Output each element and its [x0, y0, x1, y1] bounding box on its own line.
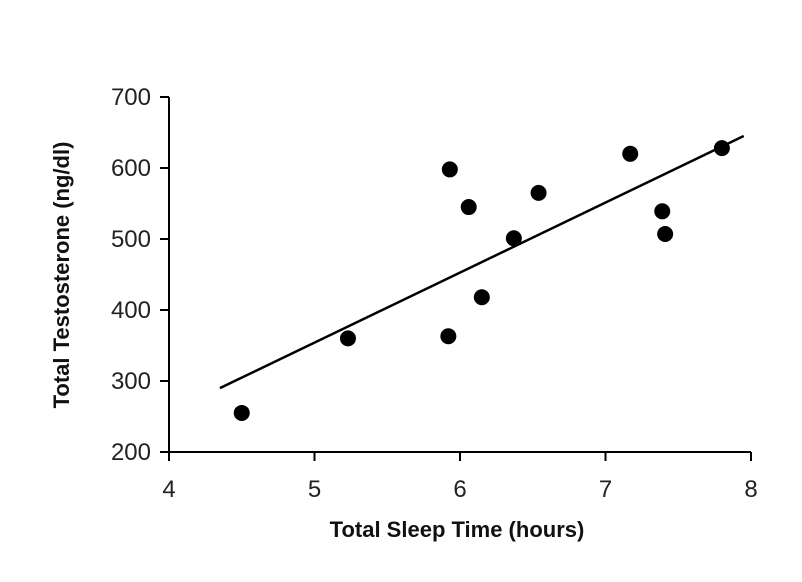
- data-point: [505, 230, 522, 247]
- x-tick-label: 7: [599, 476, 612, 503]
- y-tick-label: 500: [111, 226, 151, 253]
- x-tick-label: 6: [453, 476, 466, 503]
- y-axis-ticks: 200 300 400 500 600 700: [111, 84, 169, 466]
- data-point: [460, 199, 477, 216]
- x-tick-label: 5: [308, 476, 321, 503]
- x-axis: 4 5 6 7 8: [162, 451, 758, 503]
- data-point: [530, 184, 547, 201]
- data-point: [473, 289, 490, 306]
- data-point: [713, 140, 730, 157]
- data-point: [339, 330, 356, 347]
- y-axis: 200 300 400 500 600 700: [111, 84, 170, 466]
- x-tick-label: 8: [744, 476, 757, 503]
- data-point: [441, 161, 458, 178]
- y-tick-label: 300: [111, 368, 151, 395]
- data-point: [654, 203, 671, 220]
- x-axis-title: Total Sleep Time (hours): [330, 517, 585, 542]
- y-tick-label: 200: [111, 439, 151, 466]
- data-point: [657, 226, 674, 243]
- y-tick-label: 700: [111, 84, 151, 111]
- y-tick-label: 400: [111, 297, 151, 324]
- data-points: [233, 140, 730, 421]
- y-tick-label: 600: [111, 155, 151, 182]
- data-point: [440, 328, 457, 345]
- y-axis-title: Total Testosterone (ng/dl): [49, 142, 74, 409]
- data-point: [233, 404, 250, 421]
- x-tick-label: 4: [162, 476, 175, 503]
- data-point: [622, 145, 639, 162]
- trend-line: [219, 134, 745, 390]
- x-axis-ticks: 4 5 6 7 8: [162, 452, 758, 503]
